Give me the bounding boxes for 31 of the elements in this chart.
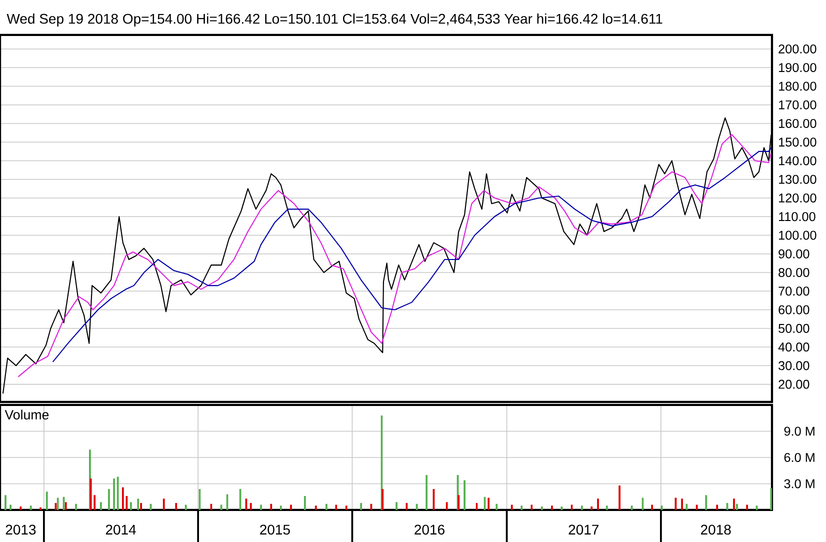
y-tick-label: 80.00 (778, 268, 810, 277)
chart-title: Volume (4, 410, 49, 420)
x-tick-label: 2015 (260, 524, 290, 535)
y-tick-label: 100.00 (779, 230, 816, 240)
y-tick-label: 6.0 M (784, 453, 814, 462)
x-tick-label: 2013 (6, 524, 36, 535)
y-tick-label: 150.00 (779, 138, 816, 147)
y-tick-label: 180.00 (779, 82, 816, 91)
y-tick-label: 90.00 (778, 249, 810, 258)
y-tick-label: 20.00 (778, 380, 810, 389)
y-tick-label: 160.00 (779, 118, 816, 128)
y-tick-label: 190.00 (779, 63, 816, 72)
y-tick-label: 130.00 (779, 174, 816, 184)
line-series (52, 147, 772, 362)
y-tick-label: 170.00 (779, 100, 816, 110)
y-tick-label: 110.00 (779, 212, 816, 222)
x-tick-label: 2014 (106, 524, 136, 535)
y-tick-label: 60.00 (778, 305, 810, 314)
y-tick-label: 3.0 M (784, 479, 814, 488)
y-tick-label: 140.00 (779, 156, 816, 166)
x-tick-label: 2016 (414, 524, 444, 535)
chart-subtitle: Wed Sep 19 2018 Op=154.00 Hi=166.42 Lo=150.101 Cl=153.64 Vol=2,464,533 Year hi=166.42 lo=14.611 (6, 13, 662, 27)
y-tick-label: 40.00 (778, 342, 810, 352)
y-tick-label: 9.0 M (784, 426, 814, 436)
x-tick-label: 2017 (568, 524, 598, 535)
y-tick-label: 30.00 (778, 361, 810, 370)
y-tick-label: 120.00 (779, 194, 816, 202)
y-tick-label: 70.00 (778, 286, 810, 296)
y-tick-label: 50.00 (778, 324, 810, 333)
x-tick-label: 2018 (700, 524, 731, 535)
y-tick-label: 200.00 (778, 44, 816, 54)
